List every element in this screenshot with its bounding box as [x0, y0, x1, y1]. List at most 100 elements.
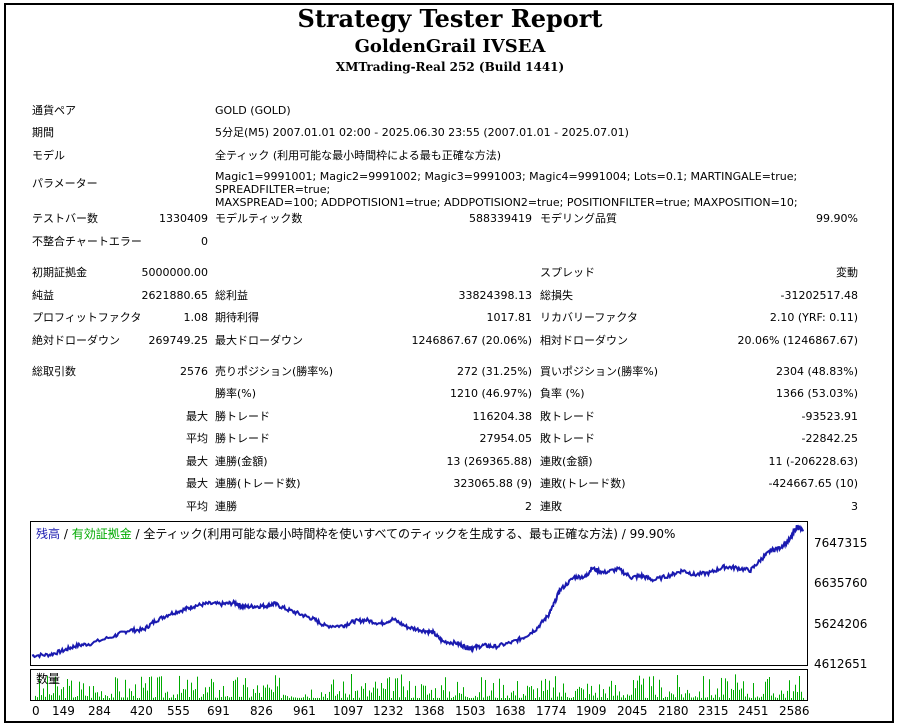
volume-bar [41, 695, 42, 700]
max-word-1: 最大 [186, 410, 208, 423]
volume-bar [655, 694, 656, 700]
volume-bar [581, 688, 582, 700]
volume-bar [441, 685, 442, 700]
volume-bar [205, 687, 206, 700]
volume-bar [557, 696, 558, 700]
volume-bar [297, 697, 298, 700]
volume-bar [193, 690, 194, 700]
volume-bar [57, 686, 58, 700]
max-consec-loss-label: 連敗(金額) [540, 455, 593, 468]
volume-bar [69, 685, 70, 700]
volume-bar [797, 691, 798, 700]
volume-bar [487, 696, 488, 700]
volume-bar [125, 679, 126, 700]
volume-bar [327, 697, 328, 700]
volume-bar [323, 696, 324, 700]
volume-bar [399, 697, 400, 700]
volume-bar [667, 697, 668, 700]
volume-bar [673, 694, 674, 700]
max-drawdown-label: 最大ドローダウン [215, 334, 303, 347]
volume-bar [341, 697, 342, 700]
max-consec-profit-value: 323065.88 (9) [453, 477, 532, 490]
total-trades-value: 2576 [180, 365, 208, 378]
volume-bar [303, 697, 304, 700]
abs-drawdown-label: 絶対ドローダウン [32, 334, 120, 347]
volume-bar [283, 694, 284, 700]
volume-bar [727, 681, 728, 700]
volume-bar [543, 691, 544, 700]
volume-bar [637, 680, 638, 700]
volume-bar [211, 678, 212, 700]
volume-bar [461, 693, 462, 700]
volume-bar [281, 697, 282, 700]
volume-bar [595, 692, 596, 700]
volume-bar [715, 694, 716, 700]
volume-bar [433, 697, 434, 700]
volume-bar [493, 683, 494, 700]
period-value: 5分足(M5) 2007.01.01 02:00 - 2025.06.30 23… [215, 126, 629, 139]
volume-bar [697, 697, 698, 700]
x-tick-label: 961 [293, 704, 316, 718]
volume-bar [527, 685, 528, 700]
volume-bar [295, 697, 296, 700]
volume-bar [229, 697, 230, 700]
volume-bar [753, 683, 754, 700]
volume-bar [703, 676, 704, 700]
balance-series-line [31, 524, 805, 659]
volume-bar [659, 679, 660, 700]
volume-bar [53, 693, 54, 700]
chart-legend: 残高 / 有効証拠金 / 全ティック(利用可能な最小時間枠を使いすべてのティック… [36, 525, 675, 542]
volume-bar [535, 697, 536, 700]
volume-bar [675, 697, 676, 700]
volume-bar [465, 696, 466, 700]
avg-consec-loss-label: 連敗 [540, 500, 562, 513]
volume-bar [521, 697, 522, 700]
volume-bar [189, 696, 190, 700]
volume-bar [669, 691, 670, 700]
legend-balance: 残高 [36, 527, 61, 541]
volume-bar [315, 697, 316, 700]
volume-bar [137, 697, 138, 700]
volume-bar [259, 692, 260, 700]
volume-bar [387, 678, 388, 700]
volume-bar [251, 696, 252, 700]
volume-bar [325, 693, 326, 700]
spread-value: 変動 [836, 266, 858, 279]
volume-bar [559, 692, 560, 700]
volume-bar [171, 697, 172, 700]
volume-bar [233, 680, 234, 700]
max-consec-lossamt-value: -424667.65 (10) [768, 477, 858, 490]
x-tick-label: 2451 [738, 704, 769, 718]
volume-bar [221, 697, 222, 700]
volume-bar [393, 691, 394, 700]
params-value: Magic1=9991001; Magic2=9991002; Magic3=9… [215, 170, 875, 209]
volume-bar [591, 685, 592, 700]
volume-bar [181, 692, 182, 700]
volume-bar [347, 697, 348, 700]
volume-bar [643, 678, 644, 700]
volume-bar [95, 692, 96, 700]
max-drawdown-value: 1246867.67 (20.06%) [411, 334, 532, 347]
gross-loss-label: 総損失 [540, 289, 573, 302]
volume-bar [49, 694, 50, 700]
x-tick-label: 420 [130, 704, 153, 718]
volume-bar [759, 697, 760, 700]
volume-bar [579, 686, 580, 700]
volume-bar [121, 697, 122, 700]
volume-bar [567, 697, 568, 700]
volume-bar [223, 685, 224, 700]
x-tick-label: 555 [167, 704, 190, 718]
volume-bar [683, 697, 684, 700]
ea-name: GoldenGrail IVSEA [354, 36, 546, 57]
volume-bar [373, 687, 374, 700]
volume-bar [639, 675, 640, 700]
volume-bar [61, 689, 62, 700]
pair-value: GOLD (GOLD) [215, 104, 291, 117]
loss-rate-value: 1366 (53.03%) [775, 387, 858, 400]
avg-word-2: 平均 [186, 500, 208, 513]
volume-bar [273, 692, 274, 700]
volume-bar [81, 689, 82, 700]
volume-bar [661, 687, 662, 700]
volume-bar [319, 697, 320, 700]
volume-bar [133, 695, 134, 700]
